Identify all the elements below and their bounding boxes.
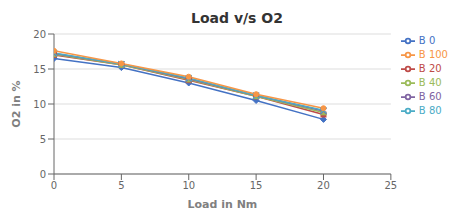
- html-text:B 20: B 20: [418, 63, 442, 74]
- svg-text:O2 in %: O2 in %: [10, 80, 23, 127]
- svg-text:15: 15: [250, 180, 263, 191]
- svg-text:25: 25: [384, 180, 397, 191]
- html-text:B 100: B 100: [418, 49, 448, 60]
- svg-text:0: 0: [40, 169, 46, 180]
- svg-text:15: 15: [33, 64, 46, 75]
- html-text:B 40: B 40: [418, 77, 442, 88]
- svg-text:10: 10: [182, 180, 195, 191]
- html-text:B 80: B 80: [418, 105, 442, 116]
- html-text:B 60: B 60: [418, 91, 442, 102]
- svg-text:Load in Nm: Load in Nm: [188, 198, 258, 211]
- html-text:B 0: B 0: [418, 35, 436, 46]
- svg-text:10: 10: [33, 99, 46, 110]
- svg-text:5: 5: [40, 134, 46, 145]
- svg-text:0: 0: [51, 180, 57, 191]
- svg-text:20: 20: [317, 180, 330, 191]
- svg-text:20: 20: [33, 29, 46, 40]
- svg-text:5: 5: [118, 180, 124, 191]
- html-text:Load v/s O2: Load v/s O2: [191, 10, 283, 26]
